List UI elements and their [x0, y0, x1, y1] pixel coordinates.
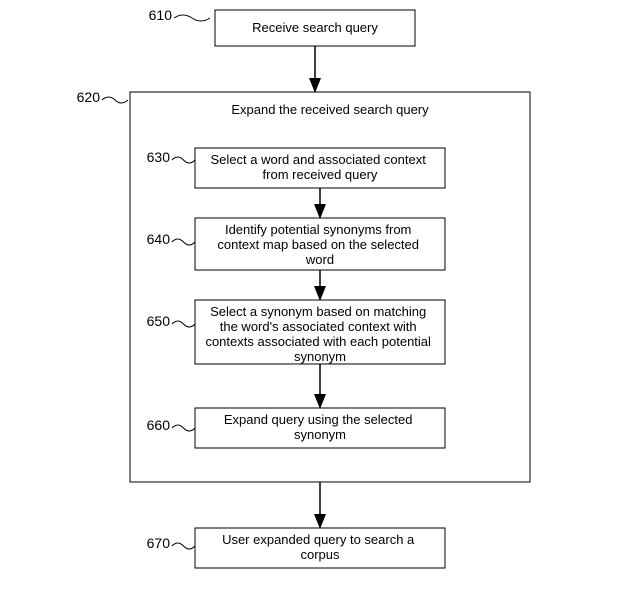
ref-label-630: 630	[147, 149, 195, 165]
ref-label-650: 650	[147, 313, 195, 329]
svg-text:620: 620	[77, 89, 101, 105]
node-text-670: User expanded query to search a corpus	[222, 532, 418, 562]
node-text-640: Identify potential synonyms from context…	[217, 222, 422, 267]
node-text-660: Expand query using the selected synonym	[224, 412, 416, 442]
svg-text:650: 650	[147, 313, 171, 329]
container-title-620: Expand the received search query	[231, 102, 429, 117]
ref-label-610: 610	[149, 7, 210, 23]
svg-text:610: 610	[149, 7, 173, 23]
svg-text:660: 660	[147, 417, 171, 433]
ref-label-620: 620	[77, 89, 128, 105]
svg-text:670: 670	[147, 535, 171, 551]
flowchart-diagram: Expand the received search query Receive…	[0, 0, 624, 604]
svg-text:630: 630	[147, 149, 171, 165]
svg-text:640: 640	[147, 231, 171, 247]
node-text-650: Select a synonym based on matching the w…	[205, 304, 434, 364]
ref-label-660: 660	[147, 417, 195, 433]
node-text-630: Select a word and associated context fro…	[211, 152, 430, 182]
ref-label-670: 670	[147, 535, 195, 551]
ref-label-640: 640	[147, 231, 195, 247]
node-text-610: Receive search query	[252, 20, 378, 35]
